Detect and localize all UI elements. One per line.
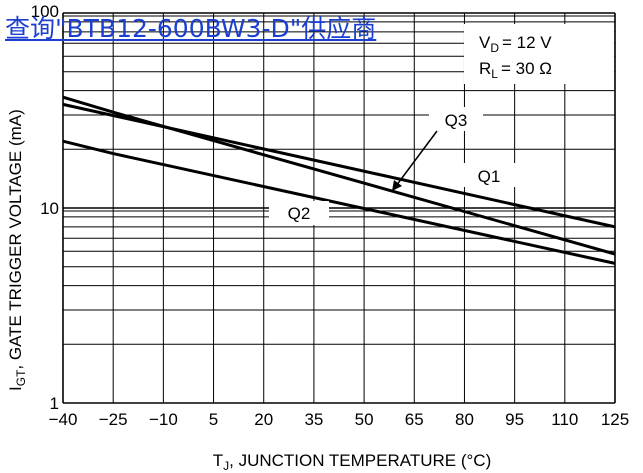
q3-arrow (392, 130, 438, 191)
rl-subscript: L (491, 67, 498, 81)
x-tick-label: −25 (99, 410, 128, 429)
x-tick-label: 20 (254, 410, 273, 429)
vd-subscript: D (490, 41, 499, 55)
annotation-q3-bg (429, 107, 483, 131)
y-axis-label-main: I (6, 386, 25, 391)
rl-condition: RL = 30 Ω (479, 59, 552, 81)
y-tick-label: 100 (31, 2, 59, 21)
y-axis-label-rest: , GATE TRIGGER VOLTAGE (mA) (6, 109, 25, 369)
annotation-q3: Q3 (429, 107, 483, 131)
supplier-link[interactable]: 查询"BTB12-600BW3-D"供应商 (5, 14, 377, 43)
vd-condition: VD = 12 V (479, 33, 552, 55)
x-axis-label-sub: J (223, 459, 229, 473)
x-tick-label: 5 (209, 410, 218, 429)
y-axis-label-sub: GT (14, 369, 28, 386)
x-tick-label: −40 (49, 410, 78, 429)
y-tick-label: 10 (40, 199, 59, 218)
x-tick-label: 50 (355, 410, 374, 429)
annotation-q1: Q1 (462, 163, 516, 187)
x-tick-label: 110 (551, 410, 578, 429)
annotation-q1-label: Q1 (478, 167, 501, 186)
y-axis-label: IGT, GATE TRIGGER VOLTAGE (mA) (6, 109, 28, 391)
conditions-box: VD = 12 V RL = 30 Ω (464, 24, 614, 84)
rl-value: = 30 Ω (501, 59, 552, 78)
annotation-q2-bg (269, 201, 329, 225)
x-tick-label: 125 (601, 410, 629, 429)
x-axis-label-main: T (213, 451, 223, 470)
annotation-q2: Q2 (269, 201, 329, 225)
series-line-q2 (62, 139, 616, 265)
series-lines (62, 95, 616, 265)
x-tick-label: 65 (405, 410, 424, 429)
x-tick-label: 35 (304, 410, 323, 429)
x-tick-label: −10 (149, 410, 178, 429)
series-line-q3 (62, 95, 616, 256)
x-axis-label: TJ, JUNCTION TEMPERATURE (°C) (213, 451, 492, 473)
y-tick-label: 1 (50, 394, 59, 413)
x-tick-label: 95 (505, 410, 524, 429)
conditions-box-bg (464, 24, 614, 84)
annotation-q1-bg (462, 163, 516, 187)
x-axis-label-rest: , JUNCTION TEMPERATURE (°C) (229, 451, 491, 470)
annotation-q2-label: Q2 (288, 204, 311, 223)
q3-arrow-head (392, 180, 402, 191)
annotation-q3-label: Q3 (445, 111, 468, 130)
vd-value: = 12 V (502, 33, 552, 52)
x-tick-label: 80 (455, 410, 474, 429)
q3-arrow-shaft (395, 130, 438, 187)
